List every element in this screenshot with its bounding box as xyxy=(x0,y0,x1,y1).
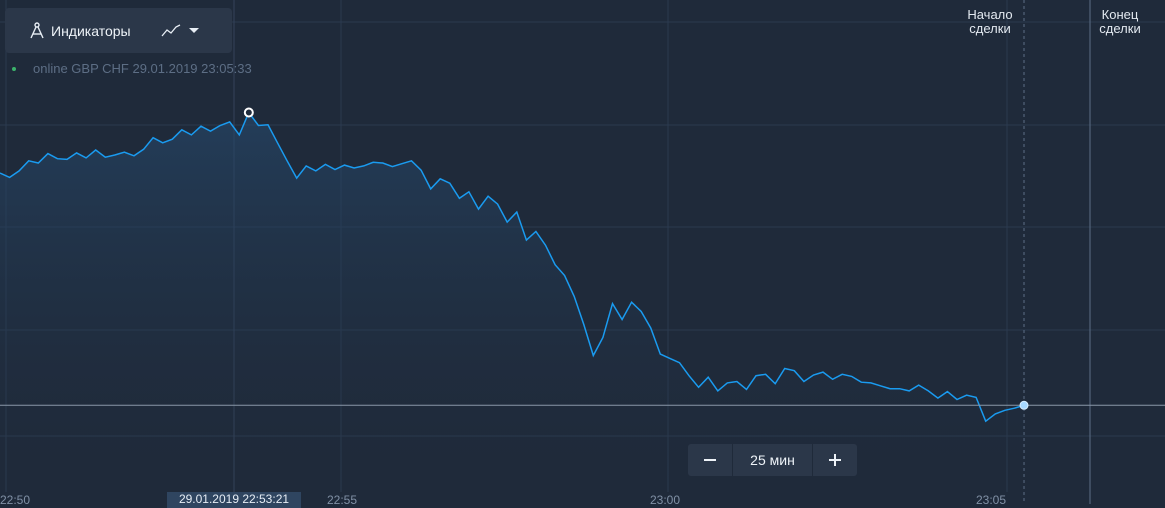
time-tick: 22:50 xyxy=(0,493,31,507)
zoom-in-button[interactable] xyxy=(813,444,857,476)
zoom-value: 25 мин xyxy=(732,444,813,476)
time-tick: 22:55 xyxy=(327,493,358,507)
deal-end-line1: Конец xyxy=(1101,7,1139,22)
price-area-fill xyxy=(0,112,1024,492)
plus-icon xyxy=(829,454,841,466)
asset-info: online GBP CHF 29.01.2019 23:05:33 xyxy=(12,61,252,76)
compass-icon xyxy=(30,21,44,38)
online-status-dot xyxy=(12,66,16,71)
crosshair-point xyxy=(243,107,254,118)
chart-type-button[interactable] xyxy=(161,8,199,53)
deal-end-line2: сделки xyxy=(1099,21,1141,36)
caret-down-icon xyxy=(188,28,199,33)
indicators-button[interactable]: Индикаторы xyxy=(5,8,131,53)
time-tick: 23:00 xyxy=(650,493,681,507)
chart-toolbar: Индикаторы xyxy=(5,8,232,53)
deal-start-label: Начало сделки xyxy=(960,8,1020,36)
deal-start-line1: Начало xyxy=(967,7,1013,22)
zoom-control: 25 мин xyxy=(688,444,857,476)
deal-end-label: Конец сделки xyxy=(1094,8,1146,36)
deal-start-line2: сделки xyxy=(969,21,1011,36)
zoom-out-button[interactable] xyxy=(688,444,732,476)
current-price-point xyxy=(1019,400,1029,410)
asset-text: online GBP CHF 29.01.2019 23:05:33 xyxy=(33,61,252,76)
time-tick: 23:05 xyxy=(976,493,1007,507)
price-line xyxy=(0,110,1025,423)
line-chart-icon xyxy=(161,23,180,36)
indicators-label: Индикаторы xyxy=(51,22,131,39)
minus-icon xyxy=(704,459,716,461)
crosshair-time-badge: 29.01.2019 22:53:21 xyxy=(167,492,301,508)
